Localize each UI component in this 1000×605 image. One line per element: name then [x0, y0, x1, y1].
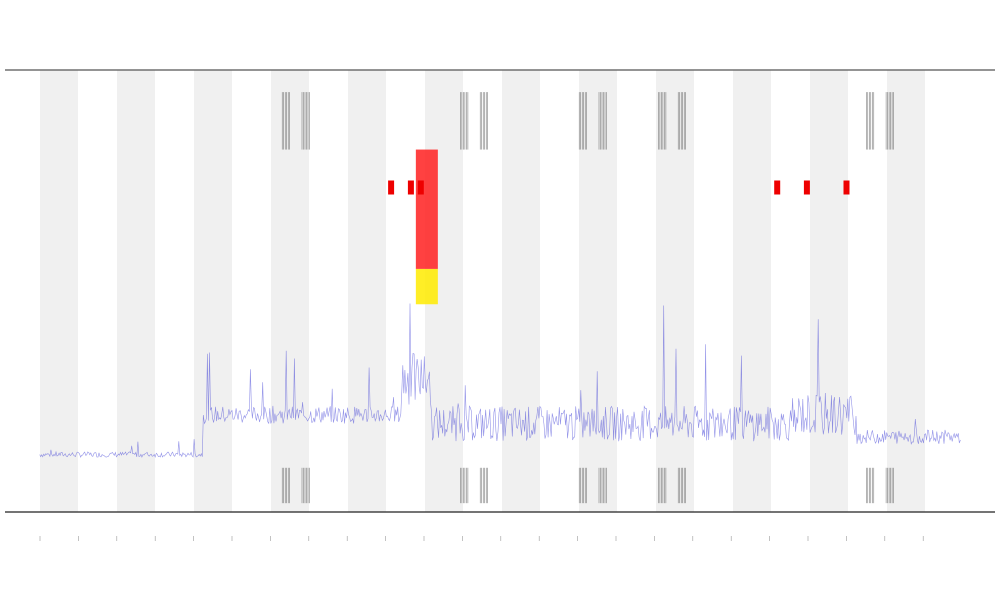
series-lines — [39, 303, 961, 458]
series-line — [39, 303, 961, 458]
x-ticks — [39, 536, 924, 541]
axes — [5, 69, 995, 513]
shaded-band — [656, 70, 694, 512]
shaded-band — [40, 70, 78, 512]
shaded-bands — [40, 70, 925, 512]
event-mark — [407, 180, 414, 195]
threshold-band — [415, 149, 438, 269]
event-mark — [843, 180, 850, 195]
shaded-band — [810, 70, 848, 512]
shaded-band — [502, 70, 540, 512]
event-mark — [417, 180, 424, 195]
shaded-band — [348, 70, 386, 512]
shaded-band — [117, 70, 155, 512]
event-mark — [774, 180, 781, 195]
threshold-bands — [415, 149, 438, 305]
shaded-band — [579, 70, 617, 512]
threshold-band — [415, 268, 438, 305]
shaded-band — [271, 70, 309, 512]
event-mark — [803, 180, 810, 195]
shaded-band — [887, 70, 925, 512]
shaded-band — [194, 70, 232, 512]
event-marks — [282, 92, 894, 504]
shaded-band — [733, 70, 771, 512]
event-mark — [388, 180, 395, 195]
